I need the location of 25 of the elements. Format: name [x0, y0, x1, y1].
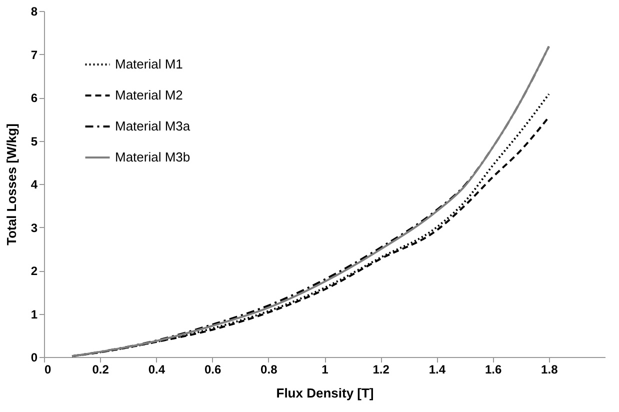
y-tick-label: 5: [30, 134, 38, 148]
x-tick-label: 1.8: [541, 362, 558, 376]
x-tick-label: 1.4: [428, 362, 446, 376]
y-tick-label: 6: [30, 91, 38, 105]
legend-label: Material M3b: [115, 150, 190, 164]
y-tick-label: 0: [30, 350, 38, 364]
x-axis-title: Flux Density [T]: [276, 386, 374, 400]
x-tick-label: 0.8: [260, 362, 278, 376]
legend-label: Material M2: [115, 88, 183, 102]
y-tick-label: 2: [30, 264, 38, 278]
y-tick-label: 8: [30, 4, 38, 18]
x-tick-label: 0.2: [92, 362, 110, 376]
x-tick-label: 1: [322, 362, 329, 376]
legend-label: Material M3a: [115, 118, 191, 134]
y-axis-title: Total Losses [W/kg]: [4, 124, 19, 246]
x-tick-label: 0: [44, 362, 52, 376]
x-tick-label: 0.4: [148, 362, 166, 376]
x-tick-label: 1.6: [484, 362, 502, 376]
y-tick-label: 3: [30, 220, 38, 235]
y-tick-label: 1: [30, 307, 38, 322]
legend-label: Material M1: [115, 56, 183, 72]
x-tick-label: 0.6: [204, 362, 222, 376]
y-tick-label: 4: [30, 178, 38, 192]
y-tick-label: 7: [30, 48, 38, 62]
x-tick-label: 1.2: [372, 362, 390, 376]
